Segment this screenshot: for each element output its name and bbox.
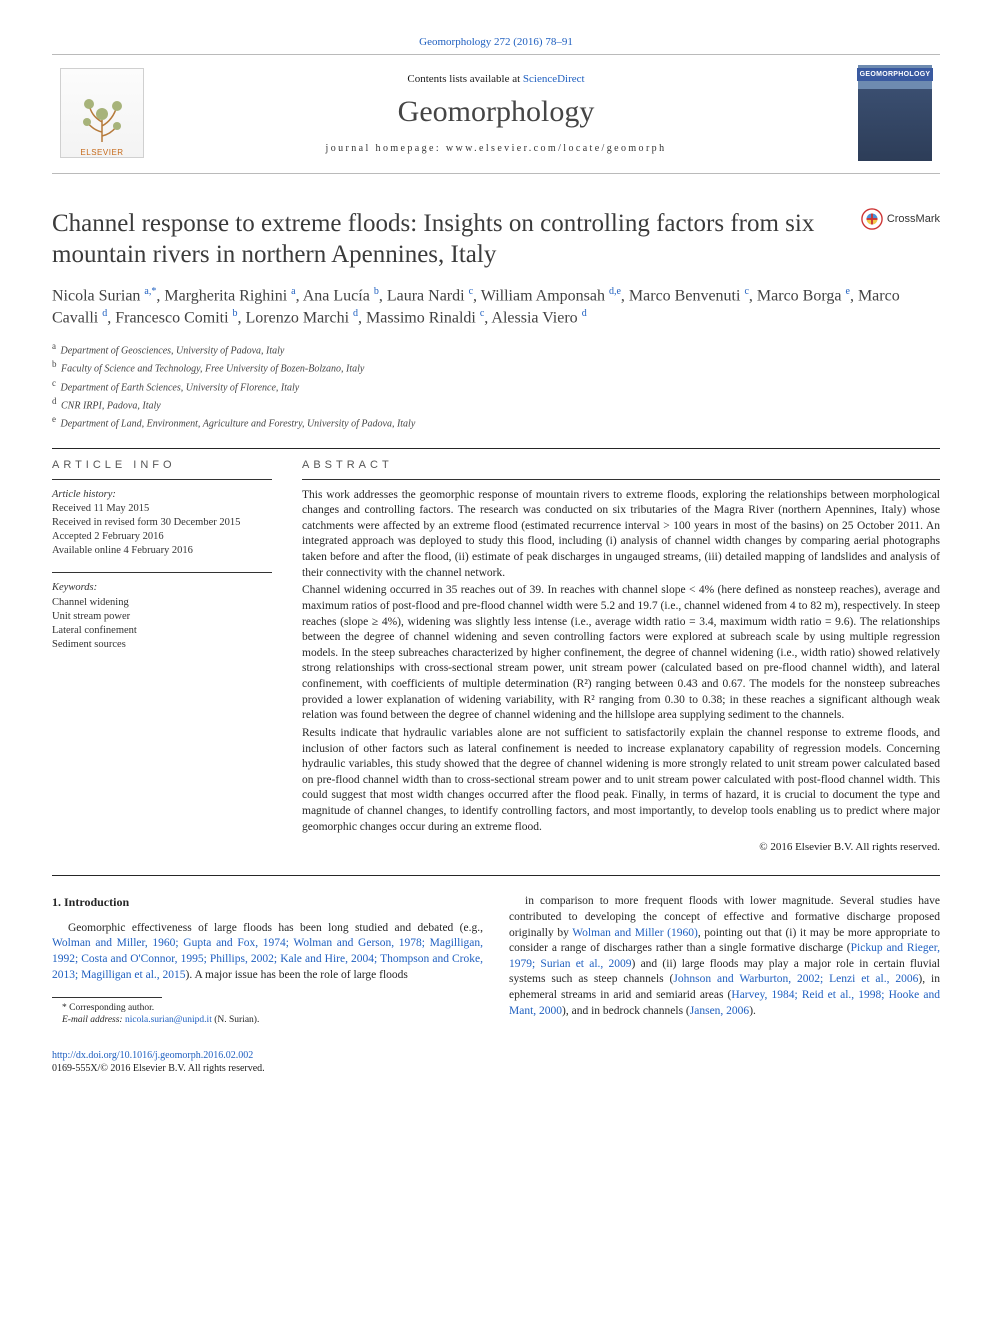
article-title: Channel response to extreme floods: Insi… xyxy=(52,208,832,271)
abstract-copyright: © 2016 Elsevier B.V. All rights reserved… xyxy=(302,841,940,853)
cover-banner: GEOMORPHOLOGY xyxy=(857,68,934,81)
keyword: Unit stream power xyxy=(52,610,272,624)
section-heading-1: 1. Introduction xyxy=(52,894,483,910)
abstract-text: This work addresses the geomorphic respo… xyxy=(302,488,940,836)
history-line: Available online 4 February 2016 xyxy=(52,544,272,558)
history-line: Accepted 2 February 2016 xyxy=(52,530,272,544)
authors-list: Nicola Surian a,*, Margherita Righini a,… xyxy=(52,285,940,330)
keyword: Lateral confinement xyxy=(52,624,272,638)
article-info-column: ARTICLE INFO Article history: Received 1… xyxy=(52,459,272,854)
crossmark-label: CrossMark xyxy=(887,213,940,225)
abstract-paragraph: This work addresses the geomorphic respo… xyxy=(302,488,940,582)
doi-link[interactable]: http://dx.doi.org/10.1016/j.geomorph.201… xyxy=(52,1050,253,1061)
intro-paragraph-right: in comparison to more frequent floods wi… xyxy=(509,894,940,1019)
title-row: Channel response to extreme floods: Insi… xyxy=(52,208,940,285)
info-rule xyxy=(52,479,272,480)
body-col-right: in comparison to more frequent floods wi… xyxy=(509,894,940,1027)
page-footer: http://dx.doi.org/10.1016/j.geomorph.201… xyxy=(52,1049,940,1075)
info-rule-2 xyxy=(52,572,272,573)
keywords-block: Keywords: Channel wideningUnit stream po… xyxy=(52,581,272,652)
article-history: Article history: Received 11 May 2015Rec… xyxy=(52,488,272,559)
abstract-column: ABSTRACT This work addresses the geomorp… xyxy=(302,459,940,854)
journal-name: Geomorphology xyxy=(160,95,832,129)
citation-line: Geomorphology 272 (2016) 78–91 xyxy=(52,36,940,48)
email-link[interactable]: nicola.surian@unipd.it xyxy=(125,1015,212,1025)
contents-list-line: Contents lists available at ScienceDirec… xyxy=(160,73,832,85)
email-label: E-mail address: xyxy=(62,1015,123,1025)
citation-link[interactable]: Geomorphology 272 (2016) 78–91 xyxy=(419,36,573,48)
email-note: E-mail address: nicola.surian@unipd.it (… xyxy=(52,1014,483,1026)
crossmark-badge[interactable]: CrossMark xyxy=(861,208,940,230)
abstract-paragraph: Channel widening occurred in 35 reaches … xyxy=(302,583,940,724)
history-line: Received in revised form 30 December 201… xyxy=(52,516,272,530)
keywords-label: Keywords: xyxy=(52,581,272,595)
affiliations-list: a Department of Geosciences, University … xyxy=(52,340,940,432)
journal-homepage-url[interactable]: www.elsevier.com/locate/geomorph xyxy=(446,143,667,154)
issn-copyright: 0169-555X/© 2016 Elsevier B.V. All right… xyxy=(52,1063,265,1074)
elsevier-label: ELSEVIER xyxy=(80,148,123,157)
elsevier-tree-icon xyxy=(77,92,127,148)
journal-homepage-line: journal homepage: www.elsevier.com/locat… xyxy=(160,143,832,154)
journal-cover-area: GEOMORPHOLOGY xyxy=(832,65,932,161)
keyword: Sediment sources xyxy=(52,638,272,652)
body-columns: 1. Introduction Geomorphic effectiveness… xyxy=(52,894,940,1027)
article-info-heading: ARTICLE INFO xyxy=(52,459,272,471)
journal-cover-thumbnail: GEOMORPHOLOGY xyxy=(858,65,932,161)
crossmark-icon xyxy=(861,208,883,230)
history-line: Received 11 May 2015 xyxy=(52,502,272,516)
publisher-logo-area: ELSEVIER xyxy=(60,68,160,158)
elsevier-logo: ELSEVIER xyxy=(60,68,144,158)
info-abstract-row: ARTICLE INFO Article history: Received 1… xyxy=(52,459,940,854)
body-col-left: 1. Introduction Geomorphic effectiveness… xyxy=(52,894,483,1027)
history-label: Article history: xyxy=(52,488,272,502)
intro-paragraph-left: Geomorphic effectiveness of large floods… xyxy=(52,921,483,984)
keyword: Channel widening xyxy=(52,596,272,610)
abstract-paragraph: Results indicate that hydraulic variable… xyxy=(302,726,940,835)
header-center: Contents lists available at ScienceDirec… xyxy=(160,73,832,154)
journal-header: ELSEVIER Contents lists available at Sci… xyxy=(52,54,940,174)
corresponding-author-note: * Corresponding author. xyxy=(52,1002,483,1014)
body-rule xyxy=(52,875,940,876)
abstract-rule xyxy=(302,479,940,480)
abstract-heading: ABSTRACT xyxy=(302,459,940,471)
footnote-rule xyxy=(52,997,162,998)
email-paren: (N. Surian). xyxy=(214,1015,259,1025)
sciencedirect-link[interactable]: ScienceDirect xyxy=(523,73,585,85)
section-rule xyxy=(52,448,940,449)
